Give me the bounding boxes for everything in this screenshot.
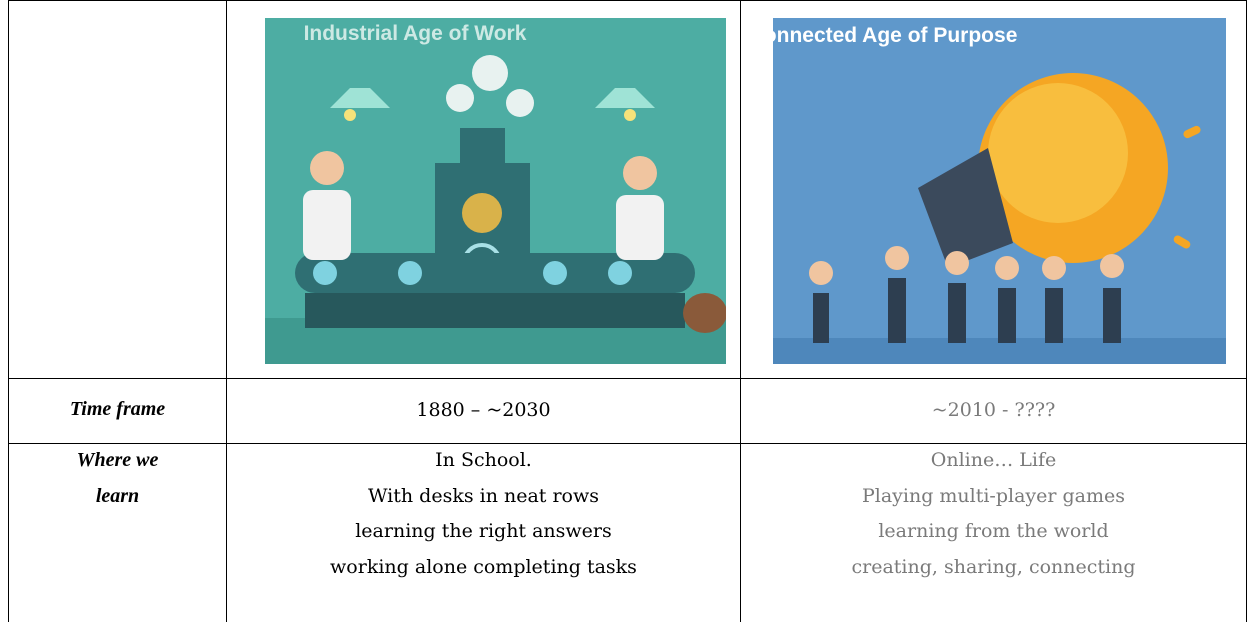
cell-line: Online… Life — [930, 449, 1057, 471]
image-title: Connected Age of Purpose — [773, 24, 1017, 47]
cell-line: 1880 – ~2030 — [416, 399, 551, 421]
border — [1246, 0, 1247, 622]
cell-line: With desks in neat rows — [367, 484, 599, 507]
industrial-illustration: Industrial Age of Work — [265, 18, 726, 364]
cell-line: In School. — [435, 449, 532, 471]
cell: Online… Life Playing multi-player games le… — [741, 443, 1246, 585]
border — [740, 0, 741, 622]
image-title: Industrial Age of Work — [304, 22, 527, 45]
row-label: Time frame — [69, 398, 166, 420]
cell: ~2010 - ???? — [741, 393, 1246, 429]
border — [8, 0, 9, 622]
cell-line: Playing multi-player games — [861, 484, 1126, 507]
cell-line: learning from the world — [878, 520, 1109, 542]
row-label: Where we learn — [76, 449, 159, 507]
cell-line: working alone completing tasks — [330, 555, 637, 578]
cell-line: learning the right answers — [355, 520, 612, 542]
connected-illustration: Connected Age of Purpose — [773, 18, 1226, 364]
cell: 1880 – ~2030 — [227, 393, 740, 429]
cell: In School. With desks in neat rows learnin… — [227, 443, 740, 585]
border — [8, 0, 1246, 1]
cell-line: creating, sharing, connecting — [851, 555, 1136, 578]
border — [8, 443, 1246, 444]
border — [8, 378, 1246, 379]
border — [226, 0, 227, 622]
cell-line: ~2010 - ???? — [931, 399, 1056, 421]
